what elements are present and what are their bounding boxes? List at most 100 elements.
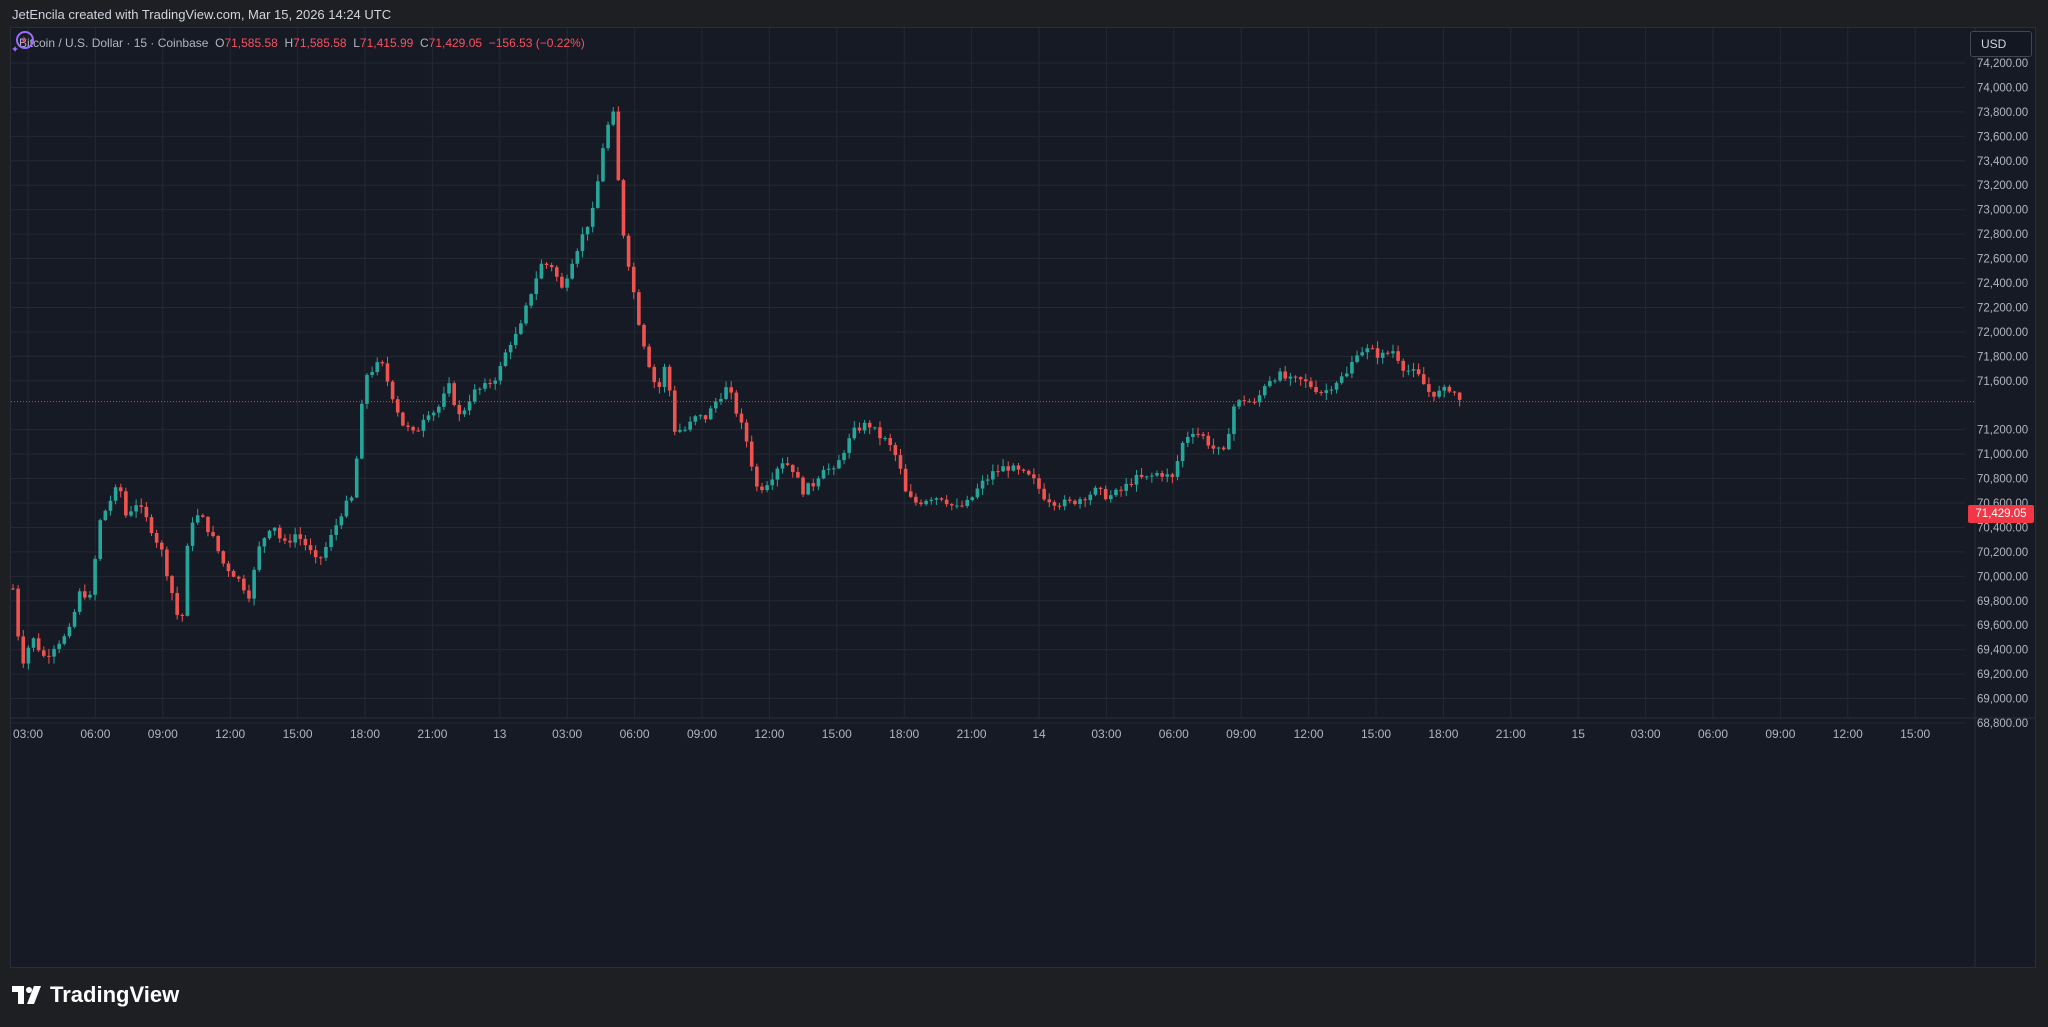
x-tick-label: 21:00 [1496,727,1526,741]
candle-body [898,455,903,469]
candle-body [1134,474,1139,485]
candle-body [1201,434,1205,436]
candle-body [226,563,231,572]
candle-body [385,363,390,382]
candle-body [1329,389,1334,391]
candle-body [765,485,769,491]
candle-body [596,181,600,208]
candle-body [447,383,451,394]
y-tick-label: 73,000.00 [1977,205,2028,217]
candle-body [785,463,790,465]
candle-body [436,406,441,413]
assistant-sparkle-icon[interactable] [11,28,37,54]
candle-body [575,251,580,264]
currency-selector[interactable]: USD [1970,31,2032,57]
candle-body [62,636,67,644]
candle-body [201,515,205,517]
x-tick-label: 18:00 [350,727,380,741]
candle-body [1237,400,1241,407]
candle-body [1042,488,1046,500]
y-tick-label: 69,800.00 [1977,596,2028,608]
candle-body [149,517,154,534]
candle-body [647,346,651,368]
candle-body [570,263,574,279]
candle-body [354,458,359,498]
candle-body [1103,488,1108,500]
y-tick-label: 73,800.00 [1977,107,2028,119]
candle-body [1247,401,1252,403]
candle-body [1062,499,1067,507]
candle-body [893,445,898,456]
candle-body [93,558,97,595]
x-tick-label: 03:00 [1631,727,1661,741]
candle-body [1016,465,1021,470]
candle-body [652,367,657,383]
price-chart[interactable]: 74,200.00 74,000.00 73,800.00 73,600.00 73,4… [11,28,2036,968]
candle-body [221,551,226,564]
candle-body [719,398,723,402]
symbol-legend[interactable]: Bitcoin / U.S. Dollar · 15 · Coinbase O7… [19,36,585,50]
candle-body [606,124,610,149]
y-tick-label: 70,000.00 [1977,571,2028,583]
candle-body [955,505,959,507]
candle-body [421,419,426,431]
chart-area[interactable]: 74,200.00 74,000.00 73,800.00 73,600.00 73,4… [10,27,2036,968]
x-tick-label: 13 [493,727,507,741]
open-value: 71,585.58 [224,36,278,50]
candle-body [1073,500,1077,505]
candle-body [801,477,805,495]
x-tick-label: 03:00 [1091,727,1121,741]
x-tick-label: 09:00 [1226,727,1256,741]
candle-body [1232,406,1236,434]
candle-body [775,468,780,480]
grid [11,28,1965,724]
candle-body [1221,447,1226,450]
x-tick-label: 12:00 [1294,727,1324,741]
candle-body [755,466,759,487]
candle-body [1386,352,1390,354]
candle-body [493,380,498,384]
candle-body [1006,466,1011,471]
candle-body [975,488,980,498]
candle-body [1457,392,1462,400]
candle-body [1026,470,1031,475]
candle-body [165,549,169,577]
y-tick-label: 69,600.00 [1977,620,2028,632]
candle-body [929,499,934,501]
y-tick-label: 73,400.00 [1977,156,2028,168]
candle-body [360,403,364,459]
x-tick-label: 03:00 [13,727,43,741]
candle-body [1165,474,1170,477]
candle-body [914,496,918,503]
candle-body [406,425,410,427]
candle-body [1196,433,1200,435]
candle-body [1262,386,1267,396]
candle-body [888,438,893,446]
candle-body [734,392,739,414]
candle-body [1001,466,1005,472]
candle-body [1396,351,1400,361]
candle-body [991,471,995,480]
candle-body [159,542,164,550]
candle-body [1185,436,1190,443]
y-tick-label: 71,600.00 [1977,376,2028,388]
symbol-name[interactable]: Bitcoin / U.S. Dollar · 15 · Coinbase [19,36,209,50]
candle-body [549,264,554,268]
candle-body [770,479,775,486]
candle-body [1129,483,1134,485]
candle-body [498,365,503,381]
tradingview-brand[interactable]: TradingView [12,982,179,1008]
candle-body [103,510,108,521]
candle-body [365,374,369,404]
x-tick-label: 14 [1032,727,1046,741]
candle-body [508,344,513,353]
candle-body [739,413,744,423]
candle-body [1442,386,1447,391]
candle-body [283,538,287,541]
candle-body [1319,392,1323,394]
candle-body [678,430,682,432]
candle-body [749,441,754,467]
candle-body [1114,489,1118,496]
y-tick-label: 68,800.00 [1977,718,2028,730]
x-tick-label: 06:00 [1698,727,1728,741]
